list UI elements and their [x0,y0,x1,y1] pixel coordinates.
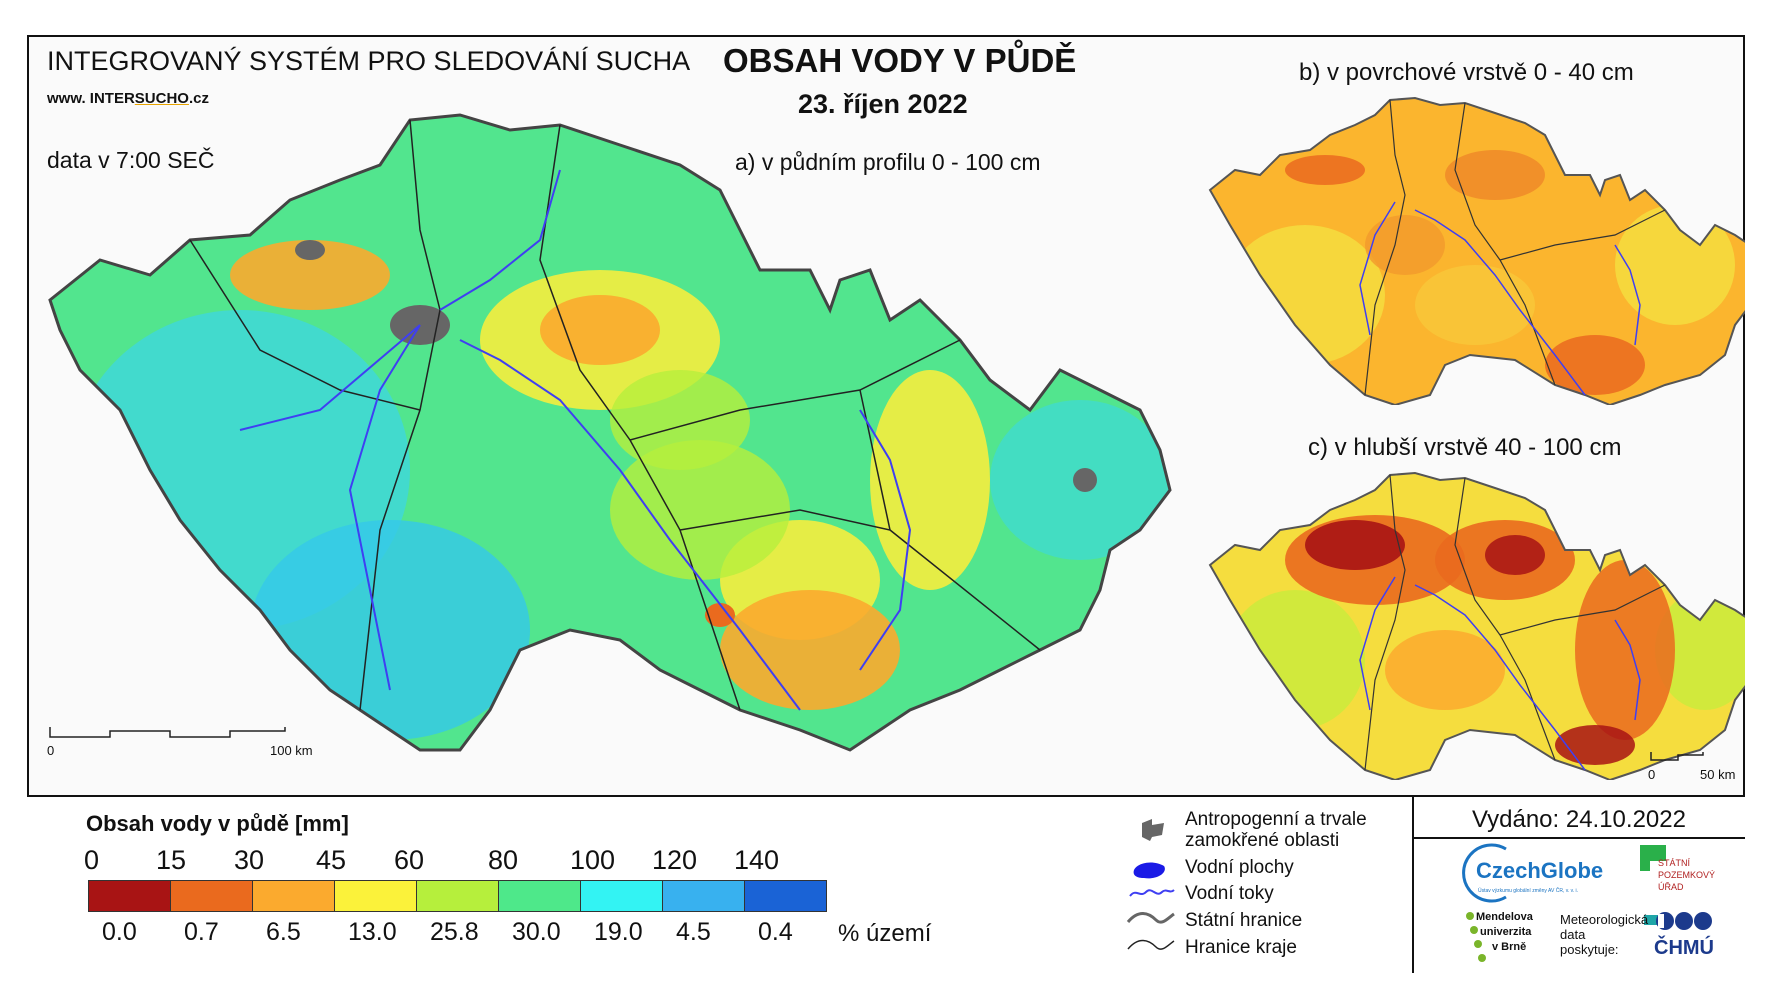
legend-swatch [334,880,417,912]
legend-swatch [744,880,827,912]
spu-line1: STÁTNÍ [1658,858,1691,868]
map-b-label: b) v povrchové vrstvě 0 - 40 cm [1299,59,1634,86]
map-a-soil-profile [48,113,1172,752]
legend-percent: 0.7 [184,918,219,946]
key-urban-line1: Antropogenní a trvale [1185,809,1367,830]
legend-title: Obsah vody v půdě [mm] [86,811,349,836]
mendel-line2: univerzita [1480,926,1532,938]
met-line1: Meteorologická [1560,912,1649,927]
urban-area-icon [1142,819,1164,841]
key-state-border: Státní hranice [1185,910,1303,931]
legend-unit-label: % území [838,920,932,947]
river-icon [1129,889,1175,897]
data-time: data v 7:00 SEČ [47,147,215,173]
legend-swatch [580,880,663,912]
legend-percent: 13.0 [348,918,397,946]
czechglobe-subtitle: Ústav výzkumu globální změny AV ČR, v. v… [1478,888,1579,894]
map-a-label: a) v půdním profilu 0 - 100 cm [735,149,1041,175]
website-suffix: .cz [188,90,209,107]
chmu-logo[interactable]: ČHMÚ [1654,937,1714,959]
legend-swatch [252,880,335,912]
map-b-surface-layer [1208,96,1745,405]
issued-divider [1412,795,1414,973]
legend-swatch [416,880,499,912]
map-c-label: c) v hlubší vrstvě 40 - 100 cm [1308,434,1622,461]
website-accent: SUCHO [134,90,189,107]
issued-date: Vydáno: 24.10.2022 [1472,806,1686,833]
met-line2: data [1560,927,1586,942]
legend-threshold: 60 [394,845,425,875]
legend-percent: 25.8 [430,918,479,946]
legend-percent: 6.5 [266,918,301,946]
spu-logo-icon [1640,845,1666,925]
scale-small-start: 0 [1648,767,1656,782]
key-water-bodies: Vodní plochy [1185,857,1294,878]
mendel-logo-icon [1466,912,1486,962]
scale-main-end: 100 km [270,743,313,758]
legend-threshold: 100 [570,845,616,875]
map-c-deeper-layer [1208,471,1745,780]
legend-swatch [88,880,171,912]
key-rivers: Vodní toky [1185,883,1274,904]
legend-swatch [170,880,253,912]
legend-threshold: 80 [488,845,519,875]
spu-line2: POZEMKOVÝ [1658,870,1716,880]
key-region-border: Hranice kraje [1185,937,1297,958]
issued-underline [1412,837,1745,839]
legend-threshold: 45 [316,845,347,875]
met-line3: poskytuje: [1560,942,1619,957]
website-link[interactable]: www. INTERSUCHO.cz [47,90,209,107]
legend-threshold: 15 [156,845,187,875]
scale-bar-small [1650,752,1704,761]
legend-divider [27,795,1745,797]
state-border-icon [1126,912,1175,924]
legend-percent: 19.0 [594,918,643,946]
scale-main-start: 0 [47,743,55,758]
legend-percent: 30.0 [512,918,561,946]
czechglobe-logo-icon [1462,843,1507,903]
system-title: INTEGROVANÝ SYSTÉM PRO SLEDOVÁNÍ SUCHA [47,46,691,76]
legend-threshold: 120 [652,845,698,875]
chmu-logo-icon [1656,912,1712,930]
scale-small-end: 50 km [1700,767,1736,782]
spu-line3: ÚŘAD [1658,882,1684,892]
legend-swatch [662,880,745,912]
legend-percent: 0.4 [758,918,793,946]
region-border-icon [1127,939,1175,950]
scale-bar-main [49,727,286,738]
map-date: 23. říjen 2022 [798,89,968,119]
mendel-line3: v Brně [1492,941,1527,953]
legend-threshold: 140 [734,845,780,875]
water-body-icon [1133,862,1165,879]
czechglobe-logo[interactable]: CzechGlobe [1476,858,1604,883]
legend-percent: 4.5 [676,918,711,946]
legend-threshold: 30 [234,845,265,875]
mendel-line1: Mendelova [1476,911,1533,923]
legend-swatch [498,880,581,912]
legend-percent: 0.0 [102,918,137,946]
key-urban-line2: zamokřené oblasti [1185,830,1340,851]
website-prefix: www. INTER [47,90,135,107]
main-title: OBSAH VODY V PŮDĚ [723,42,1077,79]
legend-threshold: 0 [84,845,100,875]
